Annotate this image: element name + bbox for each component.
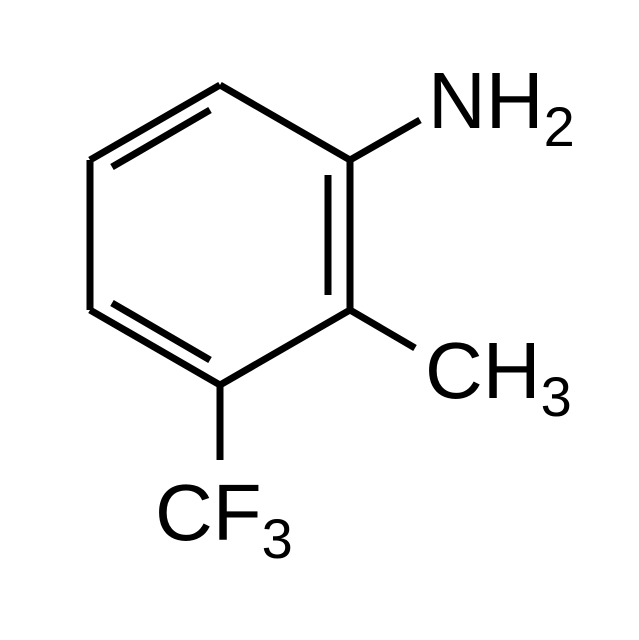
label-cf3: CF3 bbox=[155, 468, 293, 570]
label-ch3-c: C bbox=[425, 326, 483, 415]
label-nh2-n: N bbox=[428, 56, 486, 145]
label-ch3: CH3 bbox=[425, 326, 572, 428]
bond-c2-ch3 bbox=[350, 310, 415, 348]
label-cf3-f: F bbox=[213, 468, 262, 557]
label-nh2-sub: 2 bbox=[544, 95, 575, 158]
label-nh2-h: H bbox=[486, 56, 544, 145]
label-cf3-sub: 3 bbox=[262, 507, 293, 570]
label-ch3-sub: 3 bbox=[541, 365, 572, 428]
bond-c2-c3 bbox=[220, 310, 350, 385]
bond-c5-c6-outer bbox=[90, 85, 220, 160]
label-cf3-c: C bbox=[155, 468, 213, 557]
bond-c3-c4-outer bbox=[90, 310, 220, 385]
bond-c6-c1 bbox=[220, 85, 350, 160]
label-ch3-h: H bbox=[483, 326, 541, 415]
bond-c1-nh2 bbox=[350, 120, 420, 160]
label-nh2: NH2 bbox=[428, 56, 575, 158]
molecule-diagram: NH2 CH3 CF3 bbox=[0, 0, 639, 640]
